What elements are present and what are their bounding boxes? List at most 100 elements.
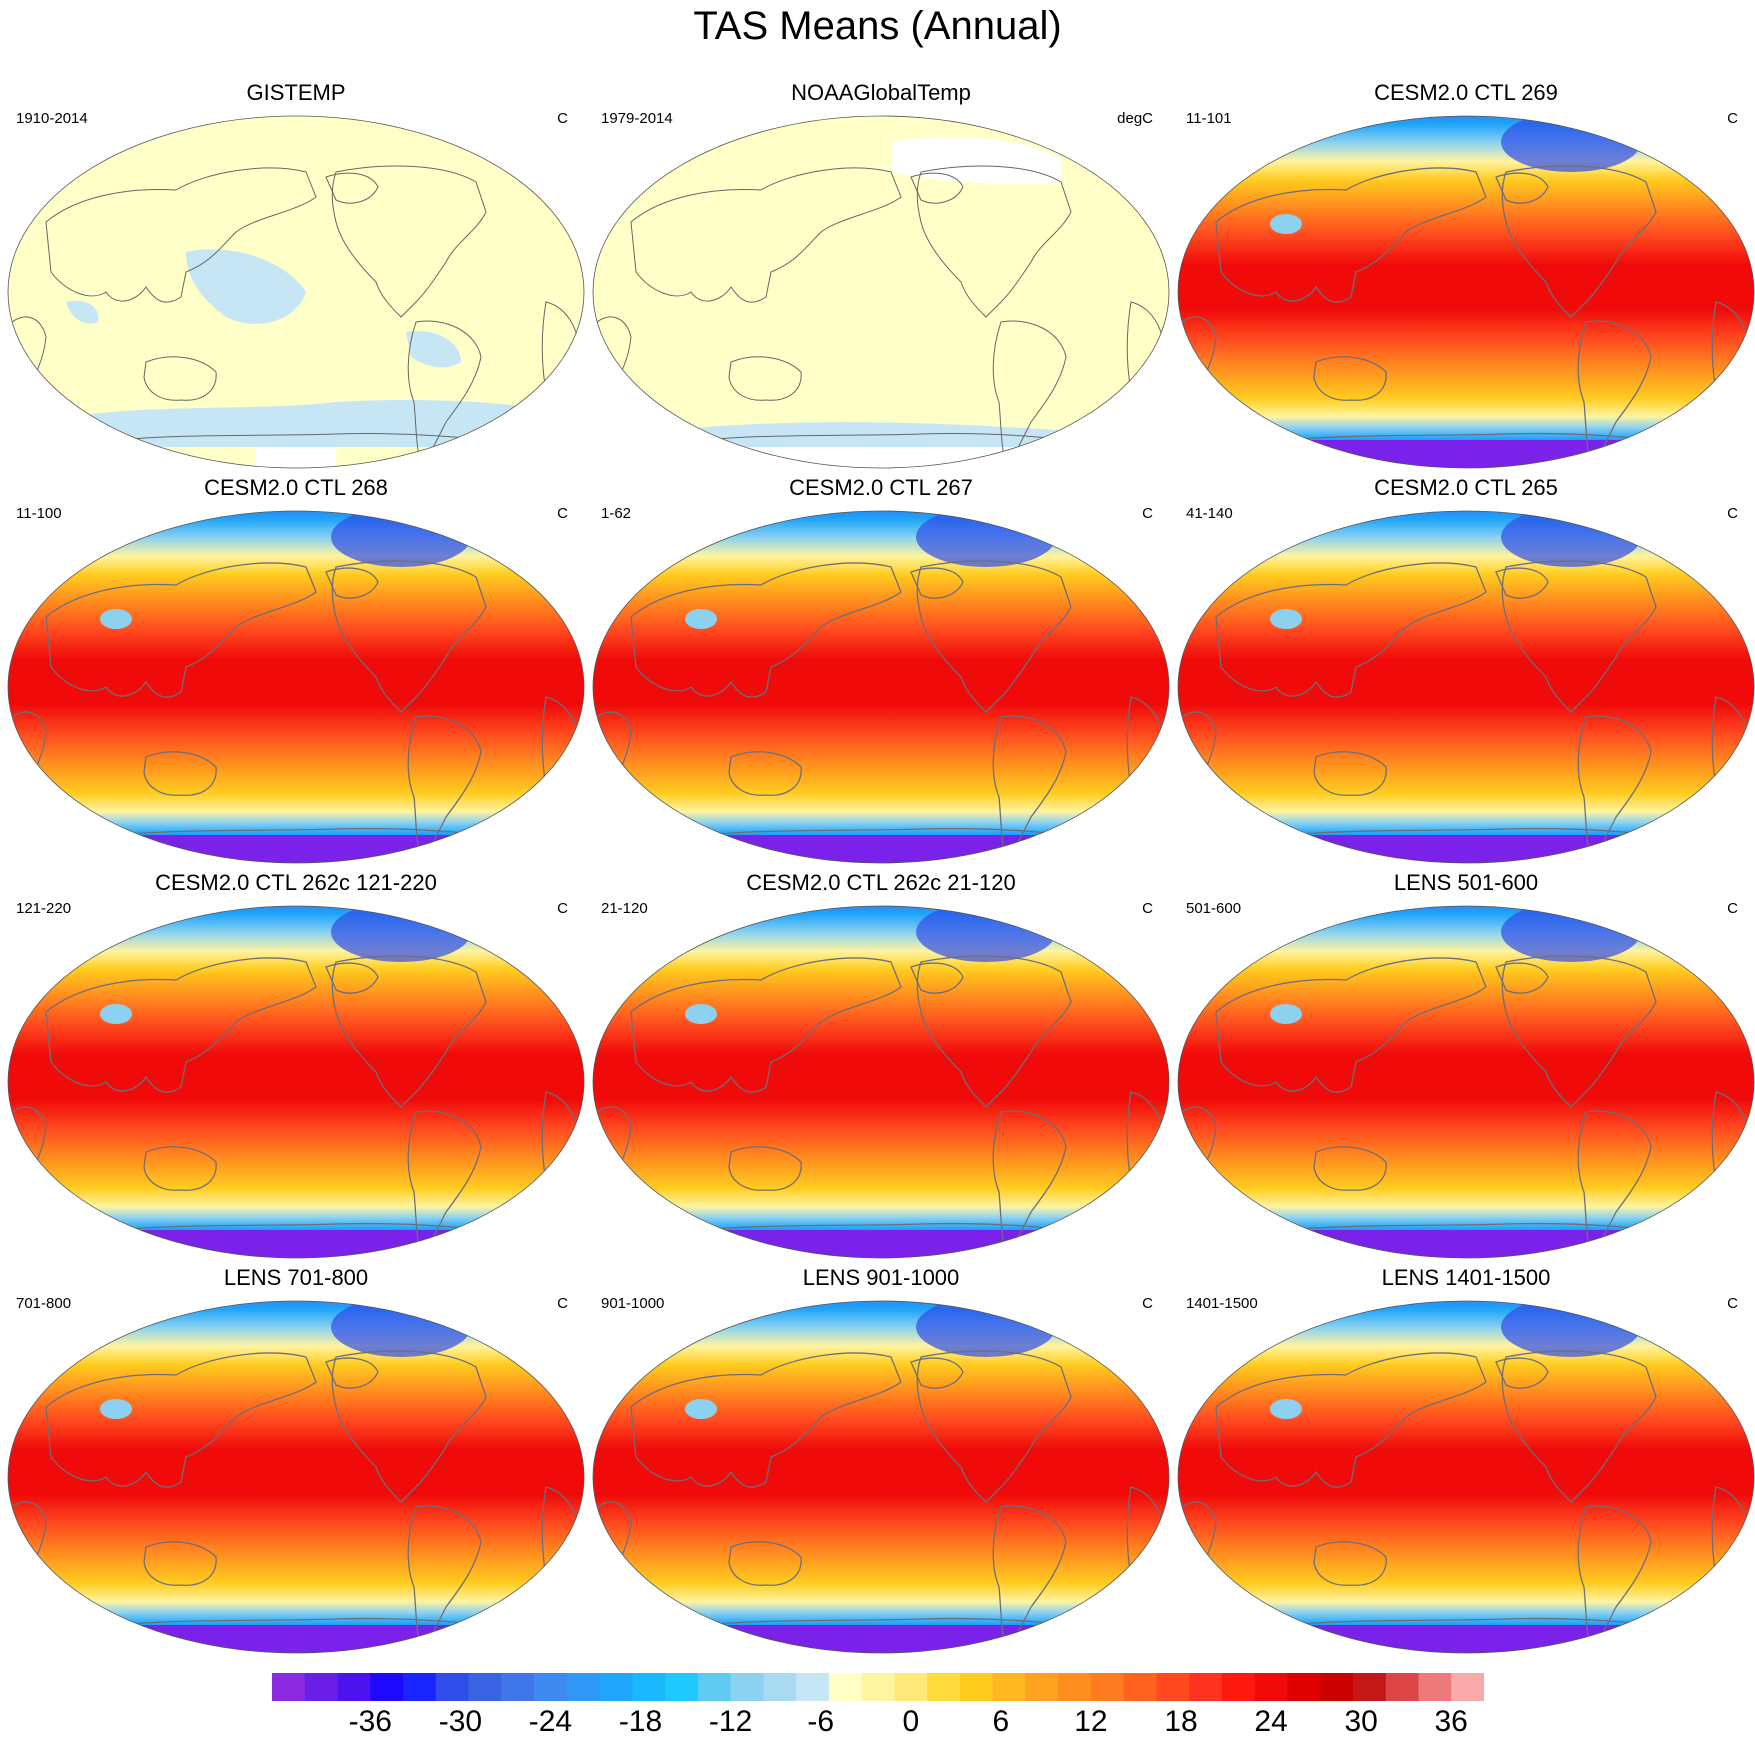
map-panel: LENS 901-1000 901-1000 C xyxy=(591,1265,1171,1657)
colorbar-cell xyxy=(763,1673,797,1701)
map-globe xyxy=(7,1300,585,1654)
colorbar-cell xyxy=(894,1673,928,1701)
map-globe xyxy=(1177,1300,1755,1654)
panel-title: CESM2.0 CTL 267 xyxy=(789,475,973,500)
panel-units: C xyxy=(1727,900,1738,917)
panel-units: degC xyxy=(1117,110,1153,127)
colorbar-cell xyxy=(566,1673,601,1701)
panel-units: C xyxy=(1727,505,1738,522)
colorbar-cell xyxy=(370,1673,404,1701)
colorbar-cell xyxy=(632,1673,666,1701)
colorbar-cell xyxy=(796,1673,830,1701)
map-globe xyxy=(7,115,585,469)
panel-period: 1-62 xyxy=(601,505,632,522)
colorbar-cell xyxy=(730,1673,764,1701)
colorbar-cell xyxy=(1254,1673,1288,1701)
map-panel: GISTEMP 1910-2014 C xyxy=(6,80,586,472)
colorbar-cell xyxy=(828,1673,863,1701)
panel-units: C xyxy=(557,900,568,917)
panel-period: 1401-1500 xyxy=(1186,1295,1258,1312)
colorbar-tick-label: 0 xyxy=(902,1705,919,1735)
map-panel: LENS 701-800 701-800 C xyxy=(6,1265,586,1657)
colorbar-tick-label: 30 xyxy=(1345,1705,1378,1735)
colorbar-cell xyxy=(1320,1673,1354,1701)
map-globe xyxy=(592,115,1170,469)
colorbar-cell xyxy=(1123,1673,1157,1701)
panel-title: NOAAGlobalTemp xyxy=(791,80,971,105)
colorbar-cell xyxy=(1385,1673,1419,1701)
colorbar-cell xyxy=(403,1673,437,1701)
colorbar-cell xyxy=(1451,1673,1484,1701)
panel-title: CESM2.0 CTL 268 xyxy=(204,475,388,500)
map-globe xyxy=(1177,905,1755,1259)
colorbar-cell xyxy=(1189,1673,1223,1701)
colorbar-cell xyxy=(534,1673,568,1701)
colorbar-cell xyxy=(1221,1673,1256,1701)
panel-units: C xyxy=(1142,1295,1153,1312)
colorbar-cell xyxy=(1418,1673,1452,1701)
colorbar-cell xyxy=(1156,1673,1190,1701)
map-panel: CESM2.0 CTL 262c 121-220 121-220 C xyxy=(6,870,586,1262)
panel-period: 41-140 xyxy=(1186,505,1233,522)
colorbar-cell xyxy=(992,1673,1026,1701)
panel-period: 1910-2014 xyxy=(16,110,88,127)
colorbar-cell xyxy=(435,1673,470,1701)
panel-units: C xyxy=(1727,1295,1738,1312)
colorbar: -36 -30 -24 -18 -12 -6 0 6 12 18 24 30 36 xyxy=(272,1673,1484,1735)
panel-period: 11-101 xyxy=(1186,110,1232,127)
colorbar-cell xyxy=(468,1673,502,1701)
colorbar-tick-label: 12 xyxy=(1074,1705,1107,1735)
panel-title: CESM2.0 CTL 269 xyxy=(1374,80,1558,105)
panel-title: LENS 901-1000 xyxy=(802,1265,960,1290)
panel-title: GISTEMP xyxy=(246,80,346,105)
panel-title: LENS 1401-1500 xyxy=(1381,1265,1551,1290)
colorbar-tick-label: 36 xyxy=(1435,1705,1468,1735)
colorbar-tick-label: 6 xyxy=(992,1705,1009,1735)
panel-title: LENS 501-600 xyxy=(1393,870,1539,895)
panel-period: 121-220 xyxy=(16,900,72,917)
colorbar-cell xyxy=(861,1673,895,1701)
panel-units: C xyxy=(557,110,568,127)
panel-title: CESM2.0 CTL 262c 21-120 xyxy=(746,870,1016,895)
colorbar-cell xyxy=(959,1673,994,1701)
panel-title: CESM2.0 CTL 262c 121-220 xyxy=(155,870,437,895)
panel-units: C xyxy=(1142,900,1153,917)
colorbar-tick-label: 24 xyxy=(1254,1705,1287,1735)
map-globe xyxy=(7,905,585,1259)
panel-units: C xyxy=(557,505,568,522)
panel-period: 21-120 xyxy=(601,900,648,917)
colorbar-tick-label: -24 xyxy=(529,1705,572,1735)
colorbar-cell xyxy=(272,1673,306,1701)
colorbar-cell xyxy=(1352,1673,1387,1701)
map-globe xyxy=(7,510,585,864)
panel-units: C xyxy=(1142,505,1153,522)
colorbar-tick-label: 18 xyxy=(1164,1705,1197,1735)
panel-title: CESM2.0 CTL 265 xyxy=(1374,475,1558,500)
colorbar-cell xyxy=(1090,1673,1125,1701)
colorbar-cell xyxy=(1287,1673,1321,1701)
panel-period: 11-100 xyxy=(16,505,62,522)
colorbar-tick-label: -6 xyxy=(807,1705,834,1735)
map-globe xyxy=(592,1300,1170,1654)
panel-period: 501-600 xyxy=(1186,900,1242,917)
map-globe xyxy=(1177,510,1755,864)
map-panel: LENS 1401-1500 1401-1500 C xyxy=(1176,1265,1755,1657)
colorbar-cell xyxy=(1058,1673,1092,1701)
panel-units: C xyxy=(557,1295,568,1312)
colorbar-cell xyxy=(697,1673,732,1701)
map-panel: CESM2.0 CTL 265 41-140 C xyxy=(1176,475,1755,867)
map-globe xyxy=(1177,115,1755,469)
map-panel: CESM2.0 CTL 268 11-100 C xyxy=(6,475,586,867)
panel-period: 701-800 xyxy=(16,1295,72,1312)
colorbar-cell xyxy=(337,1673,371,1701)
figure-title: TAS Means (Annual) xyxy=(693,4,1062,48)
colorbar-tick-label: -18 xyxy=(619,1705,662,1735)
panel-units: C xyxy=(1727,110,1738,127)
colorbar-cell xyxy=(599,1673,633,1701)
map-panel: LENS 501-600 501-600 C xyxy=(1176,870,1755,1262)
panel-title: LENS 701-800 xyxy=(223,1265,369,1290)
colorbar-cell xyxy=(665,1673,699,1701)
map-panel: CESM2.0 CTL 262c 21-120 21-120 C xyxy=(591,870,1171,1262)
map-panel: NOAAGlobalTemp 1979-2014 degC xyxy=(591,80,1171,472)
panel-period: 901-1000 xyxy=(601,1295,665,1312)
